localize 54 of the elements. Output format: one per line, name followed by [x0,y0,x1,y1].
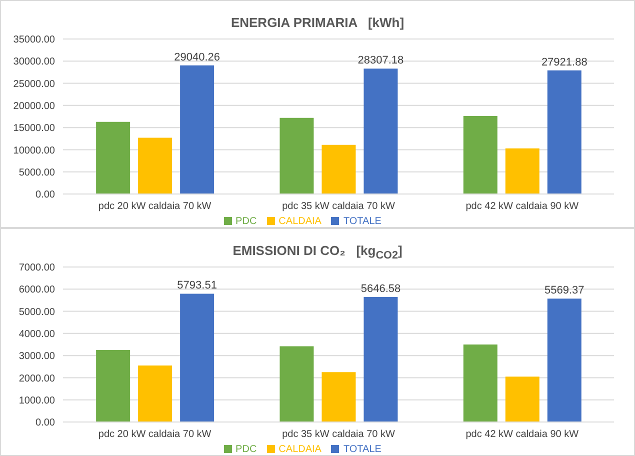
data-label: 28307.18 [358,54,404,67]
y-tick-label: 1000.00 [18,395,56,406]
bar [138,138,172,194]
bar [547,70,582,194]
y-tick-label: 4000.00 [18,328,56,340]
bar [280,346,314,422]
data-label: 27921.88 [541,56,588,68]
y-tick-label: 6000.00 [18,284,56,296]
legend-label: CALDAIA [278,444,322,455]
bar [364,68,398,194]
y-tick-label: 15000.00 [13,123,56,134]
y-tick-label: 0.00 [36,418,56,429]
bar [138,366,172,422]
y-tick-label: 30000.00 [13,56,56,68]
bar [463,344,498,422]
data-label: 5793.51 [177,280,217,292]
legend-label: PDC [236,216,257,227]
bar [322,144,356,194]
data-label: 29040.26 [174,51,220,64]
bar [96,350,130,422]
y-tick-label: 35000.00 [13,34,56,46]
bar [463,116,498,194]
y-tick-label: 3000.00 [18,351,56,362]
legend-label: TOTALE [343,216,382,227]
bar [180,294,214,422]
chart-title: ENERGIA PRIMARIA [kWh] [230,15,406,30]
y-tick-label: 20000.00 [13,100,56,112]
legend-label: PDC [236,444,257,455]
x-tick-label: pdc 35 kW caldaia 70 kW [282,201,396,212]
bar [322,372,356,422]
data-label: 5569.37 [544,284,584,297]
y-tick-label: 5000.00 [18,306,56,318]
chart-title: EMISSIONI DI CO₂ [kg$_{CO2}$] [232,243,404,262]
x-tick-label: pdc 42 kW caldaia 90 kW [466,429,580,440]
data-label: 5646.58 [360,282,401,295]
y-tick-label: 7000.00 [18,262,56,274]
bar [505,148,540,194]
bar [96,122,130,194]
legend-label: TOTALE [343,444,382,455]
bar [547,298,582,422]
x-tick-label: pdc 20 kW caldaia 70 kW [98,429,212,440]
bar [280,118,314,194]
bar [180,65,214,194]
y-tick-label: 25000.00 [13,78,56,90]
bar [505,376,540,422]
y-tick-label: 10000.00 [13,145,56,156]
x-tick-label: pdc 35 kW caldaia 70 kW [282,429,396,440]
x-tick-label: pdc 42 kW caldaia 90 kW [466,201,580,212]
y-tick-label: 5000.00 [18,167,56,178]
legend-label: CALDAIA [278,216,322,227]
bar [364,296,398,422]
x-tick-label: pdc 20 kW caldaia 70 kW [98,201,212,212]
y-tick-label: 2000.00 [18,373,56,384]
y-tick-label: 0.00 [36,190,56,201]
